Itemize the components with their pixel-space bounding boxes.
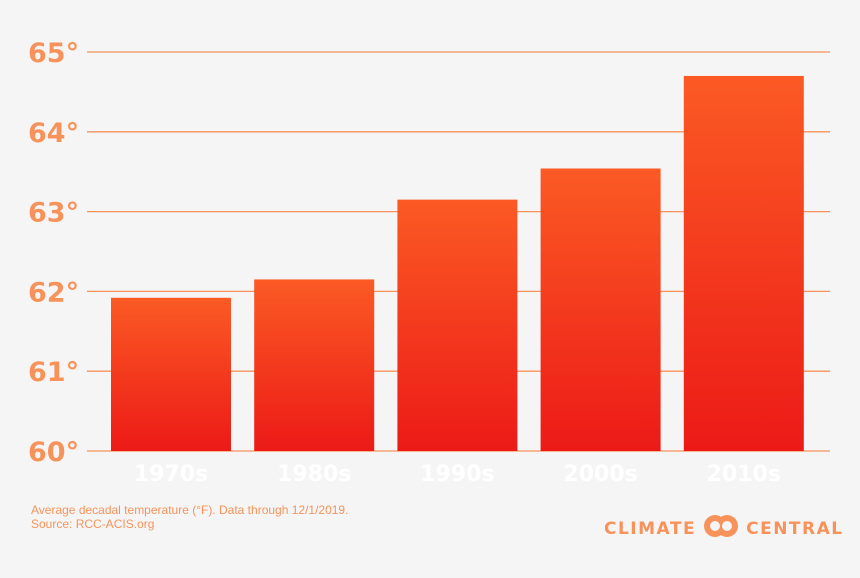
bar-1980s	[254, 279, 375, 451]
bar-2000s	[540, 168, 661, 451]
y-tick-label: 60°	[28, 437, 79, 468]
y-tick-label: 64°	[28, 118, 79, 149]
x-axis-category-labels: 1970s 1980s 1990s 2000s 2010s	[134, 462, 781, 487]
climate-central-logo: CLIMATE CENTRAL	[604, 513, 844, 544]
y-axis-tick-labels: 60° 61° 62° 63° 64° 65°	[28, 38, 79, 468]
linked-rings-icon	[702, 513, 740, 544]
y-tick-label: 65°	[28, 38, 79, 69]
bars	[111, 75, 804, 451]
bar-1990s	[397, 199, 518, 451]
bar-2010s	[683, 75, 804, 451]
bar-1970s	[111, 297, 231, 451]
y-tick-label: 63°	[28, 198, 79, 229]
x-category-label: 2010s	[707, 462, 781, 487]
x-category-label: 1980s	[277, 462, 351, 487]
bar-chart: 60° 61° 62° 63° 64° 65° 1970s 1980s 1990s 2000s 2…	[28, 38, 830, 487]
y-tick-label: 62°	[28, 277, 79, 308]
x-category-label: 1990s	[420, 462, 494, 487]
footnote: Average decadal temperature (°F). Data t…	[31, 503, 348, 531]
footnote-description: Average decadal temperature (°F). Data t…	[31, 503, 349, 517]
x-category-label: 1970s	[134, 462, 208, 487]
y-tick-label: 61°	[28, 357, 79, 388]
x-category-label: 2000s	[563, 462, 637, 487]
footnote-source: Source: RCC-ACIS.org	[31, 517, 155, 531]
brand-word-left: CLIMATE	[604, 518, 697, 539]
brand-word-right: CENTRAL	[746, 518, 844, 539]
